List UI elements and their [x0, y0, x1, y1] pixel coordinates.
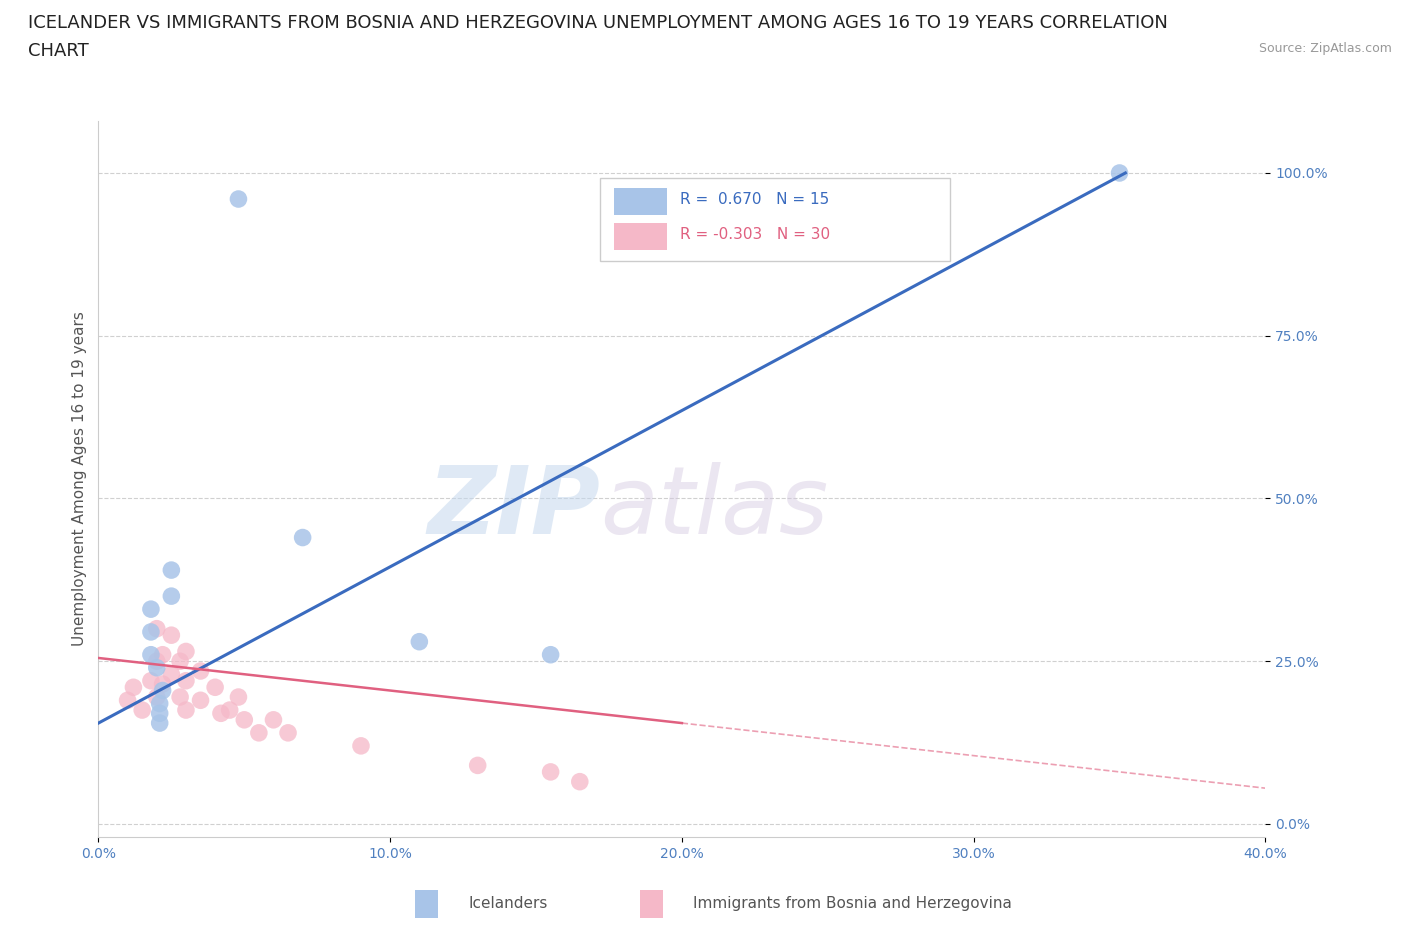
Point — [152, 647, 174, 662]
Text: ICELANDER VS IMMIGRANTS FROM BOSNIA AND HERZEGOVINA UNEMPLOYMENT AMONG AGES 16 T: ICELANDER VS IMMIGRANTS FROM BOSNIA AND … — [28, 14, 1168, 32]
Point — [277, 725, 299, 740]
Point — [174, 644, 197, 658]
Point — [146, 654, 169, 669]
Point — [160, 589, 183, 604]
Point — [160, 563, 183, 578]
Point — [160, 667, 183, 682]
Point — [146, 660, 169, 675]
Text: CHART: CHART — [28, 42, 89, 60]
Text: atlas: atlas — [600, 462, 828, 553]
Text: ZIP: ZIP — [427, 461, 600, 553]
Point — [139, 602, 162, 617]
Point — [122, 680, 145, 695]
Text: R =  0.670   N = 15: R = 0.670 N = 15 — [679, 193, 828, 207]
Point — [146, 690, 169, 705]
Point — [131, 703, 153, 718]
Point — [247, 725, 270, 740]
Point — [228, 192, 250, 206]
Point — [139, 647, 162, 662]
Point — [568, 774, 591, 789]
Point — [291, 530, 314, 545]
Text: Immigrants from Bosnia and Herzegovina: Immigrants from Bosnia and Herzegovina — [693, 897, 1012, 911]
Point — [174, 703, 197, 718]
Point — [1108, 166, 1130, 180]
Point — [139, 625, 162, 640]
Point — [169, 690, 191, 705]
Y-axis label: Unemployment Among Ages 16 to 19 years: Unemployment Among Ages 16 to 19 years — [72, 312, 87, 646]
Point — [218, 703, 240, 718]
Point — [146, 621, 169, 636]
Point — [160, 628, 183, 643]
Point — [149, 706, 172, 721]
Point — [350, 738, 373, 753]
Point — [408, 634, 430, 649]
Point — [152, 677, 174, 692]
Point — [190, 664, 212, 679]
FancyBboxPatch shape — [614, 222, 666, 250]
Point — [467, 758, 489, 773]
Point — [204, 680, 226, 695]
Point — [139, 673, 162, 688]
Point — [117, 693, 139, 708]
Point — [174, 673, 197, 688]
Text: Source: ZipAtlas.com: Source: ZipAtlas.com — [1258, 42, 1392, 55]
Point — [540, 647, 562, 662]
FancyBboxPatch shape — [600, 179, 950, 260]
Point — [149, 696, 172, 711]
Point — [190, 693, 212, 708]
Point — [209, 706, 232, 721]
Point — [262, 712, 284, 727]
Text: R = -0.303   N = 30: R = -0.303 N = 30 — [679, 227, 830, 242]
Text: Icelanders: Icelanders — [468, 897, 547, 911]
FancyBboxPatch shape — [614, 188, 666, 216]
Point — [152, 683, 174, 698]
Point — [540, 764, 562, 779]
Point — [149, 716, 172, 731]
Point — [169, 654, 191, 669]
Point — [228, 690, 250, 705]
Point — [233, 712, 256, 727]
